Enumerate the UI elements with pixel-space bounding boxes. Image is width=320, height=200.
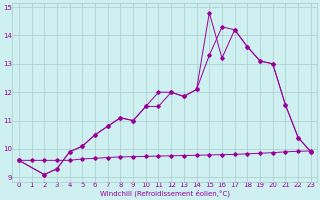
X-axis label: Windchill (Refroidissement éolien,°C): Windchill (Refroidissement éolien,°C): [100, 190, 230, 197]
